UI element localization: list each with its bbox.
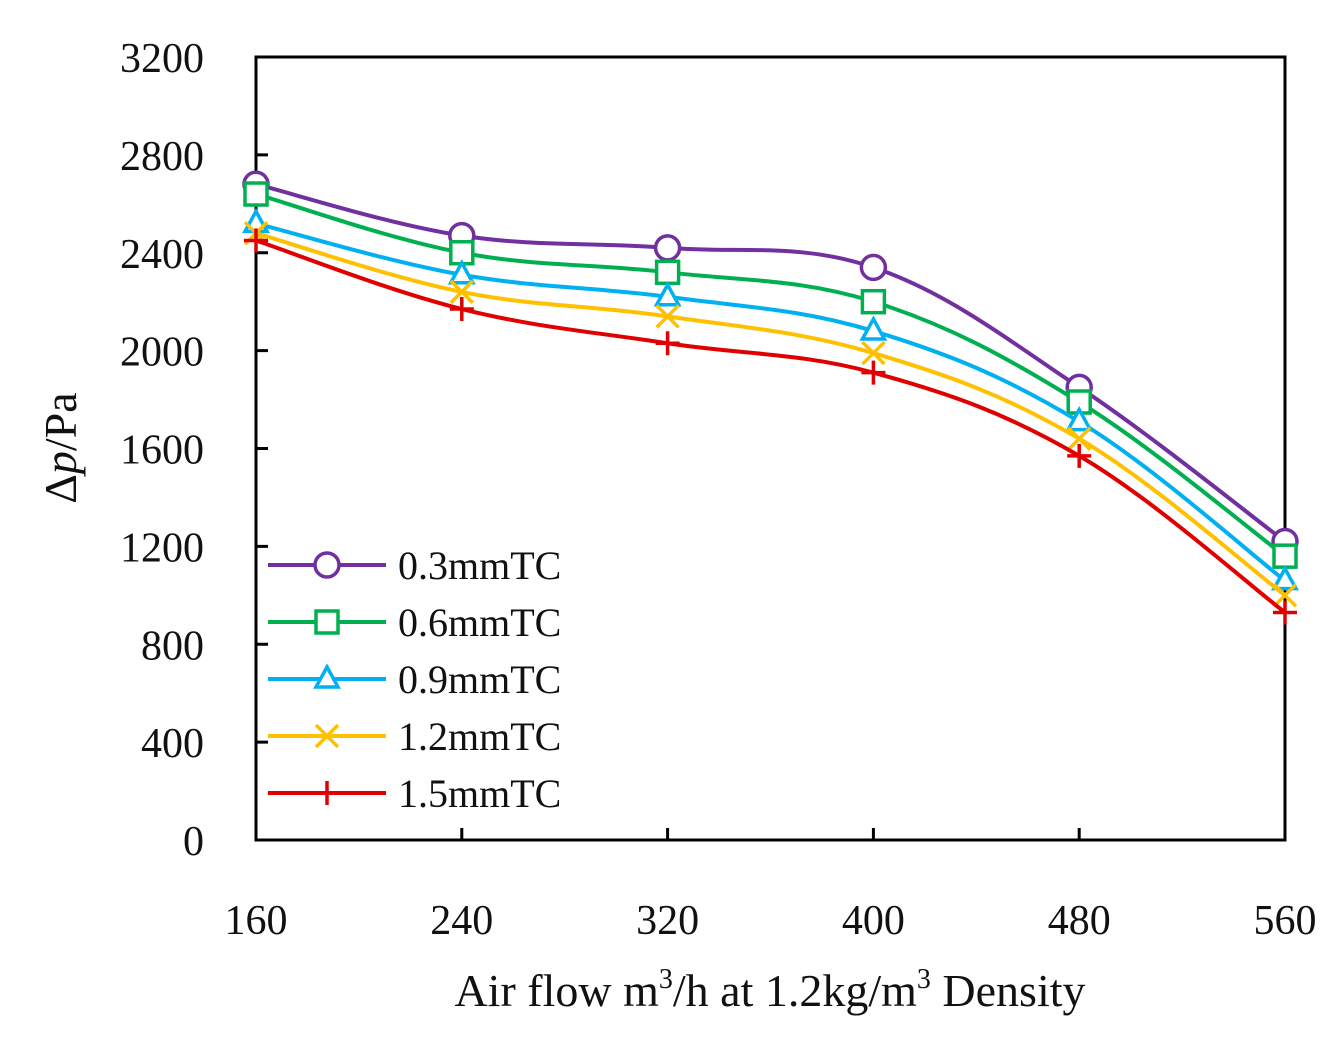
legend-label: 1.2mmTC — [398, 714, 561, 759]
legend: 0.3mmTC 0.6mmTC 0.9mmTC 1.2mmTC 1.5mmTC — [268, 543, 561, 816]
series-1.5mmTC — [244, 228, 1297, 625]
legend-label: 1.5mmTC — [398, 771, 561, 816]
data-point-marker — [314, 609, 340, 635]
data-point-marker — [449, 279, 475, 305]
x-tick-label: 480 — [1048, 898, 1111, 944]
series-0.9mmTC — [242, 207, 1299, 591]
series-line — [255, 192, 1287, 558]
data-point-marker — [859, 315, 888, 341]
x-axis-ticks: 160 240 320 400 480 560 — [225, 828, 1317, 944]
x-tick-label: 560 — [1254, 898, 1317, 944]
legend-item: 0.3mmTC — [268, 543, 561, 588]
data-point-marker — [861, 340, 886, 366]
data-point-marker — [313, 663, 341, 689]
x-axis-title: Air flow m3/h at 1.2kg/m3 Density — [454, 964, 1085, 1016]
series-line — [255, 231, 1287, 597]
legend-item: 1.2mmTC — [268, 714, 561, 759]
data-point-marker — [653, 281, 682, 307]
legend-item: 0.6mmTC — [268, 600, 561, 645]
y-tick-label: 2400 — [120, 232, 204, 278]
data-point-marker — [655, 331, 680, 356]
data-point-marker — [1272, 583, 1298, 608]
y-tick-label: 1200 — [120, 525, 204, 571]
x-tick-label: 320 — [636, 898, 699, 944]
y-tick-label: 0 — [183, 819, 204, 865]
y-tick-label: 400 — [141, 721, 204, 767]
data-point-marker — [654, 259, 681, 286]
legend-label: 0.9mmTC — [398, 657, 561, 702]
legend-label: 0.3mmTC — [398, 543, 561, 588]
legend-item: 0.9mmTC — [268, 657, 561, 702]
series-layer — [242, 170, 1299, 625]
data-point-marker — [244, 228, 268, 253]
x-tick-label: 160 — [225, 898, 288, 944]
series-line — [255, 182, 1287, 544]
data-point-marker — [1066, 426, 1092, 451]
data-point-marker — [860, 288, 887, 315]
data-point-marker — [1065, 405, 1094, 432]
series-0.6mmTC — [243, 181, 1298, 569]
data-point-marker — [314, 723, 340, 749]
data-point-marker — [243, 181, 269, 207]
y-tick-label: 2800 — [120, 134, 204, 180]
y-tick-label: 800 — [141, 623, 204, 669]
data-point-marker — [1272, 543, 1298, 569]
data-point-marker — [861, 360, 886, 385]
data-point-marker — [653, 234, 682, 262]
data-point-marker — [1271, 564, 1299, 591]
series-line — [255, 238, 1287, 615]
data-point-marker — [449, 297, 474, 322]
data-point-marker — [315, 781, 339, 805]
y-axis-ticks: 0 400 800 1200 1600 2000 2400 2800 3200 — [120, 36, 268, 865]
data-point-marker — [655, 304, 680, 329]
y-tick-label: 1600 — [120, 428, 204, 474]
data-point-marker — [447, 259, 476, 285]
plot-area — [254, 55, 1287, 842]
series-line — [255, 221, 1287, 583]
y-tick-label: 3200 — [120, 36, 204, 82]
y-axis-title: Δp/Pa — [35, 392, 86, 503]
legend-label: 0.6mmTC — [398, 600, 561, 645]
data-point-marker — [1273, 600, 1297, 625]
data-point-marker — [313, 551, 341, 579]
data-point-marker — [859, 253, 888, 282]
x-tick-label: 240 — [430, 898, 493, 944]
data-point-marker — [1067, 443, 1092, 468]
legend-item: 1.5mmTC — [268, 771, 561, 816]
x-tick-label: 400 — [842, 898, 905, 944]
y-tick-label: 2000 — [120, 330, 204, 376]
